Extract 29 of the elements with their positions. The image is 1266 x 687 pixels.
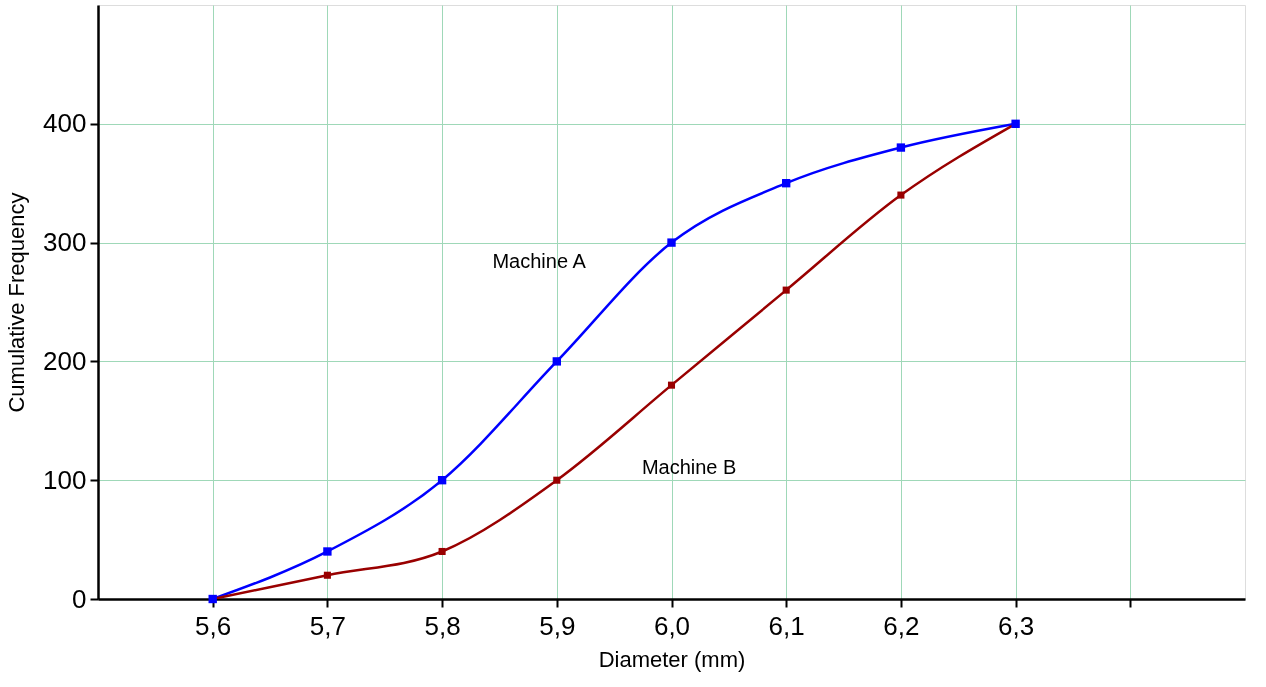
point [782,179,791,188]
x-tick-label: 5,7 [309,610,346,641]
point [782,286,790,294]
x-tick-label: 6,0 [653,610,691,641]
x-tick-label: 6,2 [883,610,920,641]
point [896,143,906,152]
point [437,476,447,485]
series-label: Machine B [641,455,737,478]
point [897,191,905,199]
series-label: Machine A [492,250,587,272]
y-tick-label: 0 [72,583,87,614]
y-tick-label: 300 [43,227,87,258]
point [552,357,561,366]
point [667,238,676,247]
y-tick-label: 200 [43,345,87,376]
x-tick-label: 5,9 [539,610,576,641]
y-tick-label: 400 [43,108,87,139]
y-axis-title: Cumulative Frequency [4,192,30,413]
point [323,571,331,579]
point [553,476,561,484]
x-tick-label: 5,6 [195,610,232,641]
y-tick-label: 100 [43,464,87,495]
x-tick-label: 6,1 [768,610,805,641]
x-axis-title: Diameter (mm) [598,646,746,672]
point [667,381,676,389]
x-tick-label: 6,3 [998,610,1035,641]
x-tick-label: 5,8 [424,610,461,641]
point [438,547,446,556]
point [323,547,332,556]
